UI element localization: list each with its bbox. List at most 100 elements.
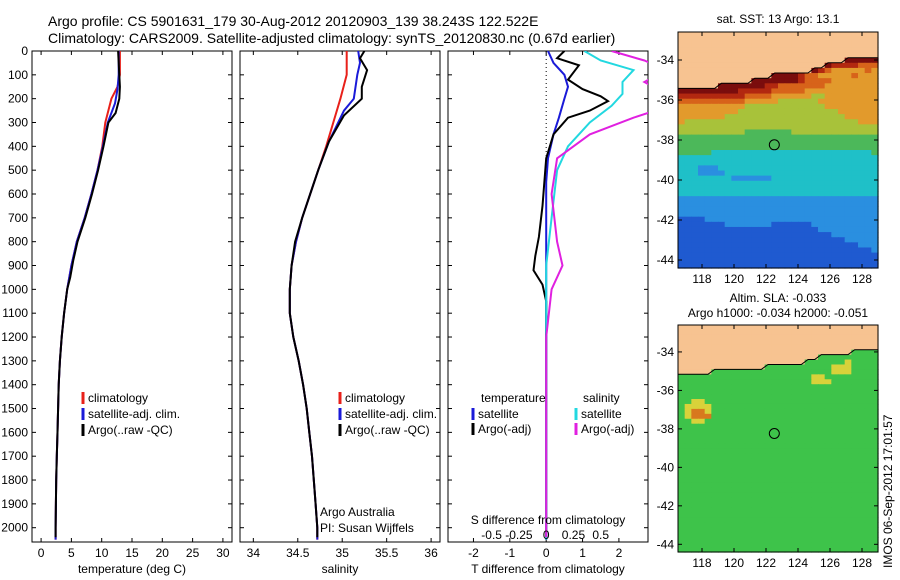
map-cell	[791, 134, 799, 141]
map-cell	[818, 458, 826, 464]
map-cell	[731, 150, 739, 156]
map-cell	[731, 512, 739, 519]
map-cell	[731, 325, 739, 331]
map-cell	[738, 144, 746, 151]
map-cell	[731, 216, 739, 223]
map-cell	[738, 547, 746, 553]
map-cell	[858, 83, 866, 90]
map-cell	[864, 150, 872, 156]
map-cell	[771, 88, 779, 95]
map-cell	[778, 257, 786, 264]
map-cell	[744, 155, 752, 161]
map-cell	[698, 165, 706, 172]
map-cell	[758, 399, 766, 405]
map-cell	[704, 144, 712, 151]
map-cell	[831, 129, 839, 136]
map-cell	[678, 124, 686, 131]
map-cell	[724, 497, 732, 504]
map-cell	[778, 206, 786, 213]
map-cell	[811, 52, 819, 59]
map-cell	[764, 473, 772, 479]
map-cell	[784, 413, 792, 420]
map-cell	[818, 522, 826, 528]
map-cell	[838, 418, 846, 425]
map-cell	[818, 185, 826, 192]
map-cell	[864, 144, 872, 151]
map-cell	[698, 232, 706, 238]
map-cell	[764, 191, 772, 197]
map-cell	[838, 487, 846, 494]
map-cell	[831, 339, 839, 346]
map-cell	[831, 532, 839, 538]
map-cell	[804, 527, 812, 533]
map-cell	[851, 191, 859, 197]
map-cell	[811, 88, 819, 95]
map-cell	[784, 129, 792, 136]
map-cell	[864, 114, 872, 120]
map-cell	[844, 88, 852, 95]
map-cell	[724, 88, 732, 95]
map-cell	[844, 448, 852, 454]
x-tick-label: 34	[247, 546, 261, 560]
map-cell	[784, 374, 792, 380]
map-cell	[758, 103, 766, 110]
map-cell	[718, 325, 726, 331]
map-cell	[751, 399, 759, 405]
map-cell	[831, 448, 839, 454]
map-cell	[851, 67, 859, 74]
map-cell	[818, 83, 826, 90]
map-cell	[784, 165, 792, 172]
map-cell	[724, 468, 732, 474]
map-cell	[804, 103, 812, 110]
map-cell	[778, 216, 786, 223]
map-cell	[864, 364, 872, 371]
map-cell	[798, 226, 806, 233]
map-cell	[791, 448, 799, 454]
map-cell	[831, 359, 839, 366]
map-cell	[718, 185, 726, 192]
map-cell	[691, 98, 699, 105]
map-cell	[838, 354, 846, 361]
map-cell	[811, 364, 819, 371]
map-cell	[738, 537, 746, 543]
map-cell	[858, 108, 866, 115]
map-cell	[831, 150, 839, 156]
map-cell	[744, 247, 752, 254]
map-cell	[758, 226, 766, 233]
map-cell	[844, 329, 852, 336]
map-cell	[751, 93, 759, 100]
map-cell	[871, 103, 879, 110]
map-cell	[744, 73, 752, 79]
map-cell	[758, 497, 766, 504]
map-cell	[678, 252, 686, 259]
map-cell	[711, 134, 719, 141]
map-cell	[738, 252, 746, 259]
map-cell	[758, 453, 766, 459]
map-cell	[791, 191, 799, 197]
map-cell	[851, 155, 859, 161]
map-cell	[831, 175, 839, 182]
map-cell	[724, 67, 732, 74]
map-cell	[724, 482, 732, 489]
map-cell	[711, 144, 719, 151]
map-cell	[764, 134, 772, 141]
map-cell	[691, 83, 699, 90]
map-cell	[751, 42, 759, 48]
map-cell	[804, 359, 812, 366]
y-tick-label: -44	[657, 253, 675, 267]
map-cell	[758, 221, 766, 228]
map-cell	[858, 492, 866, 499]
map-cell	[744, 32, 752, 38]
map-cell	[751, 191, 759, 197]
pi-label: PI: Susan Wijffels	[320, 521, 414, 535]
map-cell	[751, 413, 759, 420]
map-cell	[811, 453, 819, 459]
map-cell	[771, 359, 779, 366]
map-cell	[871, 458, 879, 464]
map-cell	[818, 175, 826, 182]
map-cell	[818, 108, 826, 115]
map-cell	[791, 379, 799, 385]
map-cell	[844, 542, 852, 548]
map-cell	[824, 119, 832, 125]
map-cell	[684, 473, 692, 479]
